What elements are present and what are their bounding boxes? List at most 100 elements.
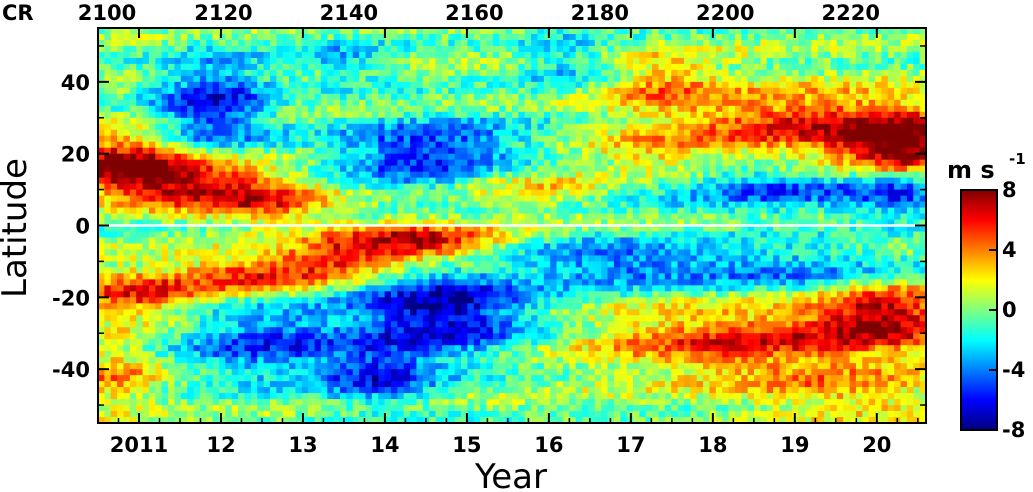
heatmap-cell <box>308 63 316 71</box>
heatmap-cell <box>142 75 150 83</box>
heatmap-cell <box>187 201 195 209</box>
heatmap-cell <box>340 279 347 286</box>
heatmap-cell <box>168 231 176 239</box>
heatmap-cell <box>467 57 475 65</box>
heatmap-cell <box>531 177 539 185</box>
heatmap-cell <box>422 291 430 298</box>
heatmap-cell <box>531 381 539 388</box>
heatmap-cell <box>518 369 526 376</box>
heatmap-cell <box>206 135 214 143</box>
heatmap-cell <box>333 57 341 65</box>
heatmap-cell <box>403 387 411 394</box>
heatmap-cell <box>390 327 398 334</box>
heatmap-cell <box>225 87 233 95</box>
heatmap-cell <box>180 141 188 149</box>
heatmap-cell <box>397 201 405 209</box>
heatmap-cell <box>461 279 469 286</box>
heatmap-cell <box>320 399 328 406</box>
heatmap-cell <box>397 123 405 131</box>
heatmap-cell <box>110 39 118 47</box>
heatmap-cell <box>327 141 335 149</box>
heatmap-cell <box>403 279 411 286</box>
heatmap-cell <box>327 297 335 304</box>
heatmap-cell <box>340 57 347 65</box>
heatmap-cell <box>550 327 558 334</box>
heatmap-cell <box>550 189 558 197</box>
heatmap-cell <box>238 57 246 65</box>
heatmap-cell <box>410 399 418 406</box>
heatmap-cell <box>365 249 373 257</box>
heatmap-cell <box>371 63 379 71</box>
heatmap-cell <box>244 117 252 125</box>
heatmap-cell <box>550 273 558 280</box>
heatmap-cell <box>269 351 277 358</box>
heatmap-cell <box>448 279 456 286</box>
heatmap-cell <box>225 225 233 233</box>
heatmap-cell <box>359 267 367 274</box>
heatmap-cell <box>155 51 163 59</box>
heatmap-cell <box>219 351 226 358</box>
heatmap-cell <box>505 63 513 71</box>
heatmap-cell <box>225 63 233 71</box>
heatmap-cell <box>531 333 539 340</box>
heatmap-cell <box>301 321 309 328</box>
heatmap-cell <box>104 309 112 316</box>
heatmap-cell <box>499 303 507 310</box>
heatmap-cell <box>263 219 271 227</box>
heatmap-cell <box>562 201 570 209</box>
heatmap-cell <box>340 309 347 316</box>
heatmap-cell <box>422 105 430 113</box>
heatmap-cell <box>168 99 176 107</box>
heatmap-cell <box>569 417 577 424</box>
heatmap-cell <box>289 399 297 406</box>
heatmap-cell <box>531 105 539 113</box>
heatmap-cell <box>461 87 469 95</box>
heatmap-cell <box>123 81 131 89</box>
heatmap-cell <box>155 183 163 191</box>
heatmap-cell <box>537 63 545 71</box>
heatmap-cell <box>308 129 316 137</box>
heatmap-cell <box>543 309 551 316</box>
heatmap-cell <box>486 261 494 268</box>
heatmap-cell <box>206 309 214 316</box>
heatmap-cell <box>441 57 449 65</box>
heatmap-cell <box>180 237 188 245</box>
heatmap-cell <box>295 339 303 346</box>
heatmap-cell <box>174 33 182 41</box>
heatmap-cell <box>390 201 398 209</box>
heatmap-cell <box>352 99 360 107</box>
heatmap-cell <box>556 63 564 71</box>
heatmap-cell <box>556 297 564 304</box>
heatmap-cell <box>429 207 437 215</box>
heatmap-cell <box>435 195 443 203</box>
heatmap-cell <box>263 255 271 262</box>
heatmap-cell <box>518 171 526 179</box>
heatmap-cell <box>231 321 239 328</box>
heatmap-cell <box>556 183 564 191</box>
heatmap-cell <box>155 315 163 322</box>
heatmap-cell <box>129 93 137 101</box>
heatmap-cell <box>269 57 277 65</box>
heatmap-cell <box>187 243 195 251</box>
heatmap-cell <box>441 177 449 185</box>
heatmap-cell <box>359 411 367 418</box>
heatmap-cell <box>390 237 398 245</box>
heatmap-cell <box>110 69 118 77</box>
heatmap-cell <box>187 33 195 41</box>
heatmap-cell <box>308 267 316 274</box>
heatmap-cell <box>212 339 220 346</box>
heatmap-cell <box>142 219 150 227</box>
heatmap-cell <box>346 267 354 274</box>
heatmap-cell <box>403 237 411 245</box>
heatmap-cell <box>276 177 284 185</box>
heatmap-cell <box>556 147 564 155</box>
heatmap-cell <box>492 393 500 400</box>
heatmap-cell <box>467 261 475 268</box>
heatmap-cell <box>371 279 379 286</box>
heatmap-cell <box>257 279 265 286</box>
heatmap-cell <box>238 207 246 215</box>
heatmap-cell <box>244 75 252 83</box>
heatmap-cell <box>282 195 290 203</box>
heatmap-cell <box>301 93 309 101</box>
heatmap-cell <box>562 255 570 262</box>
